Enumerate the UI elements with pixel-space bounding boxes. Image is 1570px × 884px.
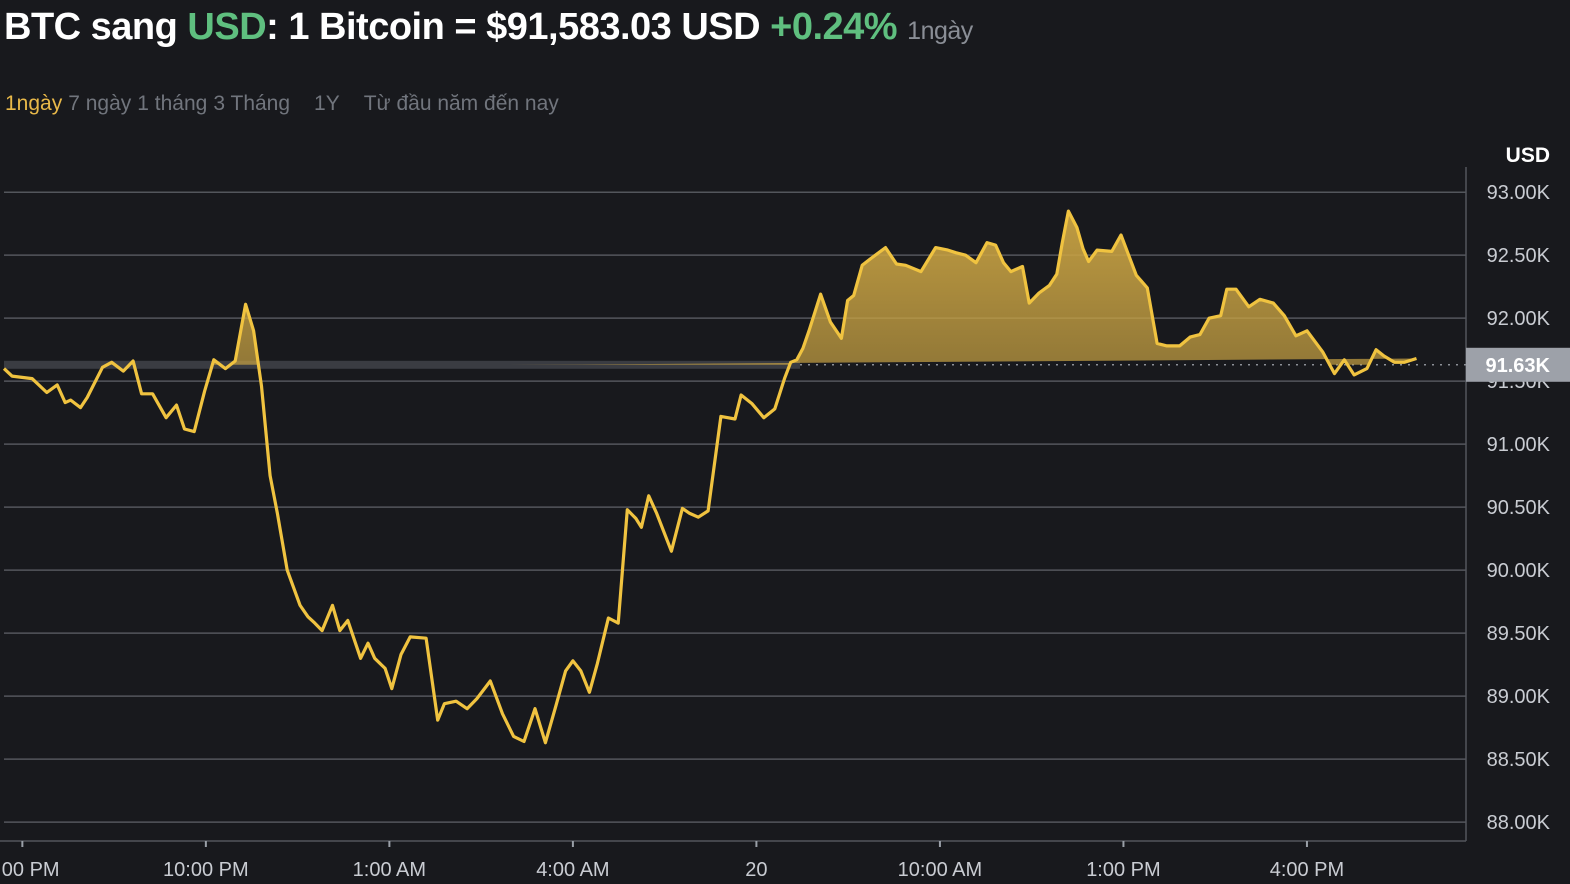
- y-tick-label: 88.00K: [1487, 812, 1551, 834]
- x-tick-label: 1:00 AM: [353, 859, 426, 881]
- x-tick-label: 7:00 PM: [0, 859, 60, 881]
- x-tick-label: 4:00 AM: [536, 859, 609, 881]
- x-axis: 7:00 PM 10:00 PM 1:00 AM 4:00 AM 20 10:00 AM 1…: [0, 840, 1466, 881]
- price-text: : 1 Bitcoin = $91,583.03 USD: [266, 6, 771, 48]
- change-percent: +0.24%: [770, 6, 898, 48]
- price-header: BTC sang USD: 1 Bitcoin = $91,583.03 USD…: [4, 6, 973, 49]
- y-tick-label: 93.00K: [1487, 182, 1551, 204]
- tab-1-day[interactable]: 1ngày: [5, 92, 63, 115]
- y-tick-label: 88.50K: [1487, 749, 1551, 771]
- x-tick-label: 1:00 PM: [1086, 859, 1160, 881]
- tab-ytd[interactable]: Từ đầu năm đến nay: [363, 92, 559, 115]
- tab-1-year[interactable]: 1Y: [314, 92, 340, 115]
- tab-3-months[interactable]: 3 Tháng: [213, 92, 291, 115]
- y-tick-label: 92.00K: [1487, 308, 1551, 330]
- current-price-label-bg: [1466, 347, 1570, 382]
- price-area-above-baseline: [107, 211, 1417, 365]
- x-tick-label: 10:00 PM: [163, 859, 249, 881]
- x-tick-label: 4:00 PM: [1270, 859, 1344, 881]
- change-period: 1ngày: [907, 17, 973, 45]
- currency-link[interactable]: USD: [187, 6, 267, 48]
- y-tick-label: 92.50K: [1487, 245, 1551, 267]
- baseline-band: [4, 360, 800, 369]
- y-tick-label: 91.00K: [1487, 434, 1551, 456]
- x-tick-label: 20: [745, 859, 767, 881]
- gridlines: [4, 191, 1466, 823]
- x-tick-label: 10:00 AM: [898, 859, 983, 881]
- tab-1-month[interactable]: 1 tháng: [137, 92, 208, 115]
- y-axis-unit-label: USD: [1506, 144, 1550, 167]
- tab-7-days[interactable]: 7 ngày: [68, 92, 132, 115]
- current-price-label: 91.63K: [1486, 355, 1551, 377]
- range-tabs: 1ngày 7 ngày 1 tháng 3 Tháng 1Y Từ đầu năm đế…: [5, 92, 565, 116]
- y-tick-label: 89.00K: [1487, 686, 1551, 708]
- price-line: [2, 209, 1417, 745]
- y-tick-label: 89.50K: [1487, 623, 1551, 645]
- y-tick-label: 90.00K: [1487, 560, 1551, 582]
- y-tick-label: 90.50K: [1487, 497, 1551, 519]
- pair-prefix: BTC sang: [4, 6, 188, 48]
- y-axis: 93.00K92.50K92.00K91.50K91.00K90.50K90.0…: [1465, 167, 1551, 841]
